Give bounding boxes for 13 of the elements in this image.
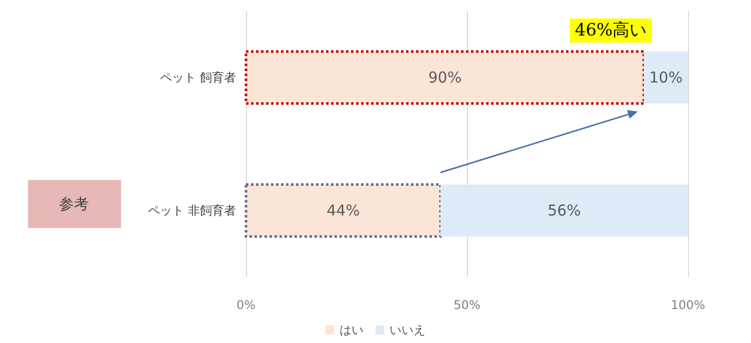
y-tick-label: ペット 非飼育者 bbox=[148, 204, 236, 218]
x-tick-label: 50% bbox=[454, 298, 480, 312]
data-label: 90% bbox=[428, 68, 462, 86]
data-label: 10% bbox=[649, 68, 683, 86]
text: 参考 bbox=[59, 195, 89, 213]
annotation: 46%高い bbox=[574, 20, 647, 40]
data-label: 56% bbox=[548, 202, 581, 220]
legend-label: はい bbox=[340, 323, 364, 337]
data-label: 44% bbox=[326, 202, 360, 220]
legend-label: いいえ bbox=[390, 323, 426, 337]
y-tick-label: ペット 飼育者 bbox=[160, 70, 236, 84]
x-tick-label: 0% bbox=[236, 298, 256, 312]
x-tick-label: 100% bbox=[670, 298, 706, 312]
